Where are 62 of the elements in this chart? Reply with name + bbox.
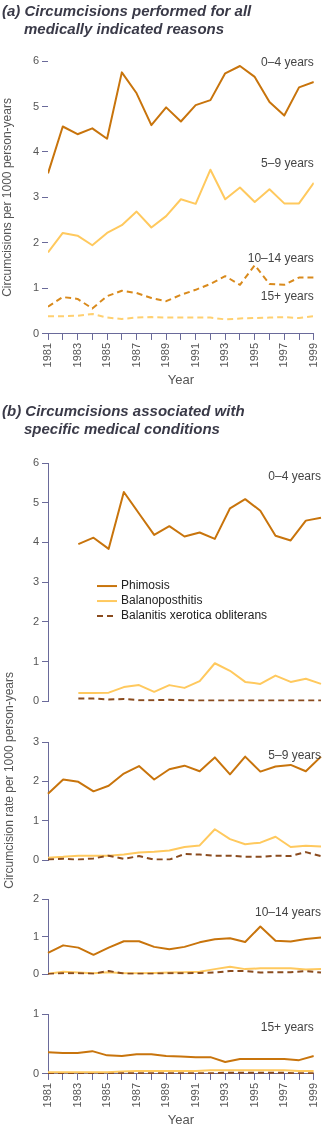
y-tick-label: 0 [32,1066,39,1079]
x-tick-label: 1985 [100,1082,113,1108]
y-tick-label: 2 [32,235,39,248]
x-tick-label: 1981 [41,1082,54,1108]
y-tick-label: 3 [32,575,39,588]
y-tick-label: 4 [32,535,39,548]
x-tick-label: 1987 [129,1082,142,1108]
line-series [48,264,314,310]
x-tick-label: 1993 [218,1082,231,1108]
x-tick-label: 1997 [277,342,290,368]
x-tick-label: 1993 [218,342,231,368]
x-tick-label: 1999 [306,1082,319,1108]
y-tick-label: 0 [32,326,39,339]
annotation: 5–9 years [268,748,321,763]
y-tick-label: 1 [32,929,39,942]
y-tick-label: 6 [32,456,39,469]
x-tick-label: 1989 [159,342,172,368]
x-tick-label: 1985 [100,342,113,368]
series-label: 5–9 years [261,155,314,170]
y-tick-label: 2 [32,774,39,787]
series-label: 10–14 years [247,250,314,265]
x-tick-label: 1995 [247,1082,260,1108]
y-tick-label: 5 [32,99,39,112]
chart-title: (a) Circumcisions performed for all medically indicated reasons [1,1,253,39]
line-series [47,851,322,861]
y-tick-label: 0 [32,967,39,980]
y-tick-label: 4 [32,145,39,158]
legend-label: Balanoposthitis [121,593,203,608]
x-tick-label: 1999 [306,342,319,368]
x-tick-label: 1991 [188,1082,201,1108]
y-tick-label: 1 [32,654,39,667]
y-tick-label: 3 [32,190,39,203]
x-tick-label: 1995 [247,342,260,368]
series-label: 15+ years [260,289,314,304]
x-axis-title: Year [167,1111,195,1127]
x-tick-label: 1989 [159,1082,172,1108]
x-tick-label: 1983 [70,1082,83,1108]
x-tick-label: 1991 [188,342,201,368]
y-axis-title: Circumcision rate per 1000 person-years [2,672,16,889]
x-tick-label: 1981 [41,342,54,368]
annotation: 10–14 years [254,905,321,920]
y-tick-label: 3 [32,735,39,748]
annotation: 15+ years [260,1020,314,1035]
y-tick-label: 2 [32,892,39,905]
x-tick-label: 1997 [277,1082,290,1108]
x-tick-label: 1987 [129,342,142,368]
annotation: 0–4 years [268,469,321,484]
y-tick-label: 1 [32,1007,39,1020]
x-tick-label: 1983 [70,342,83,368]
y-tick-label: 6 [32,54,39,67]
chart-title: (b) Circumcisions associated with specific medical conditions [1,401,246,439]
x-axis-title: Year [167,371,195,387]
y-tick-label: 1 [32,281,39,294]
y-tick-label: 0 [32,853,39,866]
y-tick-label: 2 [32,614,39,627]
series-label: 0–4 years [261,54,314,69]
y-tick-label: 0 [32,694,39,707]
legend-label: Phimosis [121,578,170,593]
y-tick-label: 1 [32,813,39,826]
legend-label: Balanitis xerotica obliterans [121,608,268,623]
y-tick-label: 5 [32,495,39,508]
y-axis-title: Circumcisions per 1000 person-years [0,98,14,297]
